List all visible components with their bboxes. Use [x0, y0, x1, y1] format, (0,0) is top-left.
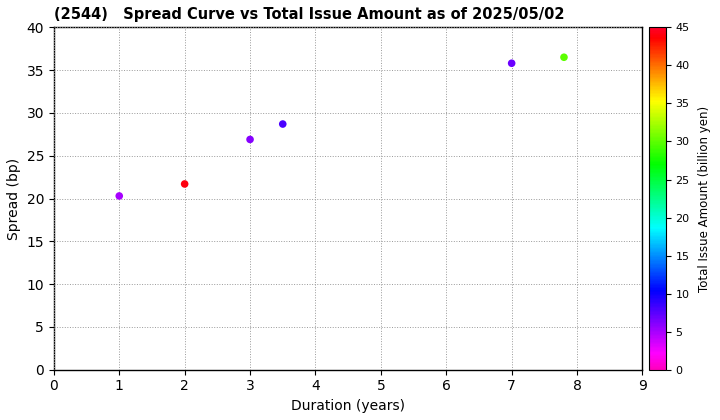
Y-axis label: Spread (bp): Spread (bp) — [7, 158, 21, 239]
Point — [244, 136, 256, 143]
Point — [506, 60, 518, 67]
Text: (2544)   Spread Curve vs Total Issue Amount as of 2025/05/02: (2544) Spread Curve vs Total Issue Amoun… — [54, 7, 564, 22]
Y-axis label: Total Issue Amount (billion yen): Total Issue Amount (billion yen) — [698, 105, 711, 291]
Point — [114, 193, 125, 199]
X-axis label: Duration (years): Duration (years) — [291, 399, 405, 413]
Point — [558, 54, 570, 60]
Point — [277, 121, 289, 127]
Point — [179, 181, 190, 187]
